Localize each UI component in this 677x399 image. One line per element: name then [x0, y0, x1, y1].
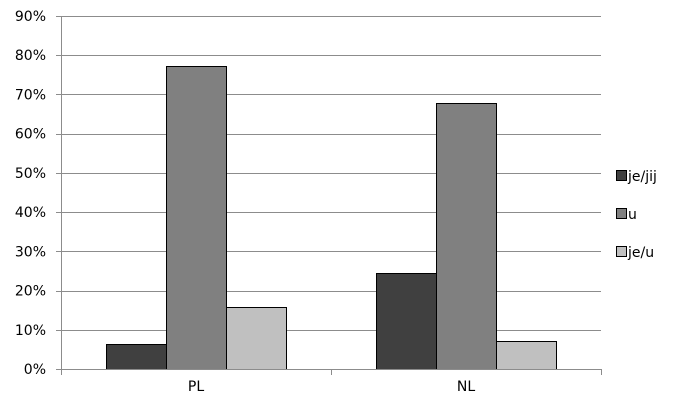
- gridlines: [56, 16, 601, 370]
- x-tick-label: NL: [457, 379, 475, 395]
- y-tick-label: 0%: [24, 362, 46, 378]
- bar-je-u-pl: [226, 307, 287, 370]
- y-tick-label: 60%: [15, 127, 46, 143]
- y-axis-tick-labels: 0% 10% 20% 30% 40% 50% 60% 70% 80% 90%: [15, 9, 46, 378]
- legend-swatch: [616, 246, 627, 257]
- y-tick-label: 20%: [15, 284, 46, 300]
- x-axis-tick-labels: PL NL: [188, 379, 475, 395]
- y-tick-label: 30%: [15, 244, 46, 260]
- legend-label: u: [628, 207, 637, 223]
- y-tick-label: 70%: [15, 87, 46, 103]
- y-tick-label: 90%: [15, 9, 46, 25]
- bar-u-nl: [436, 103, 497, 370]
- y-tick-label: 50%: [15, 166, 46, 182]
- legend-swatch: [616, 170, 627, 181]
- y-tick-label: 40%: [15, 205, 46, 221]
- bar-je-u-nl: [496, 341, 557, 370]
- legend: je/jij u je/u: [616, 169, 657, 261]
- bar-u-pl: [166, 66, 227, 370]
- y-tick-label: 80%: [15, 48, 46, 64]
- x-tick-label: PL: [188, 379, 204, 395]
- legend-swatch: [616, 208, 627, 219]
- axes: [61, 16, 602, 375]
- y-tick-label: 10%: [15, 323, 46, 339]
- bar-je-jij-pl: [106, 344, 167, 370]
- legend-label: je/u: [627, 245, 654, 261]
- bar-je-jij-nl: [376, 273, 437, 370]
- bars: [106, 66, 557, 370]
- legend-label: je/jij: [627, 169, 657, 185]
